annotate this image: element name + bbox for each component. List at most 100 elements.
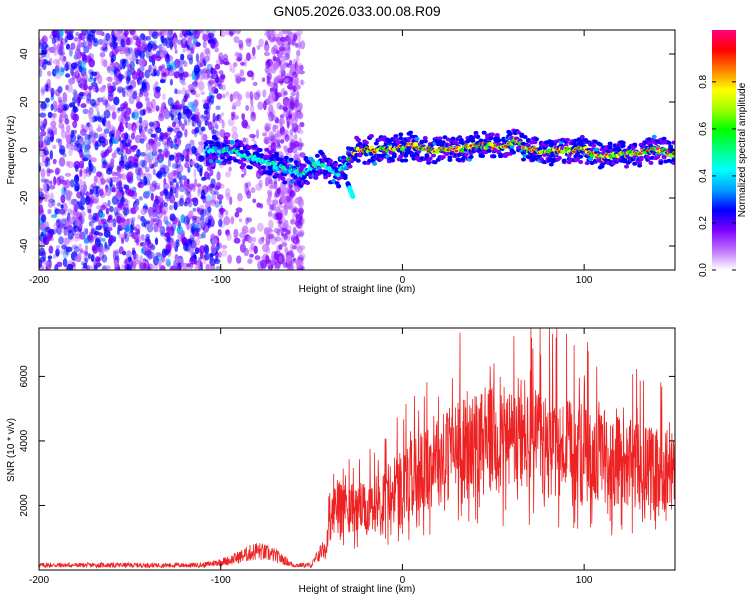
noise-speck — [90, 254, 95, 262]
noise-speck — [281, 40, 288, 48]
ridge-band — [393, 134, 399, 139]
noise-speck — [200, 220, 206, 228]
noise-speck — [148, 30, 153, 37]
noise-speck — [93, 132, 99, 139]
ridge-band — [583, 138, 589, 142]
noise-speck — [186, 147, 190, 157]
noise-speck — [118, 233, 126, 240]
noise-speck — [199, 209, 204, 217]
noise-speck — [161, 133, 168, 140]
noise-speck — [114, 33, 120, 38]
noise-speck — [235, 57, 242, 62]
noise-speck — [264, 123, 270, 130]
noise-speck — [178, 67, 184, 78]
noise-speck — [186, 108, 191, 114]
noise-speck — [201, 231, 206, 239]
noise-speck — [113, 96, 120, 106]
noise-speck — [194, 216, 201, 225]
noise-speck — [101, 254, 108, 263]
noise-speck — [55, 167, 60, 176]
noise-speck — [210, 199, 216, 205]
ridge-band — [303, 156, 309, 160]
ridge-mid — [413, 141, 418, 147]
noise-speck — [221, 244, 228, 249]
noise-speck — [246, 70, 254, 78]
noise-speck — [285, 254, 292, 262]
noise-speck — [113, 206, 119, 216]
noise-speck — [232, 92, 236, 100]
noise-speck — [164, 191, 172, 200]
noise-speck — [278, 244, 283, 251]
noise-speck — [58, 122, 65, 129]
ridge-band — [620, 140, 626, 145]
noise-speck — [71, 244, 78, 249]
noise-speck — [60, 68, 65, 73]
noise-speck — [137, 45, 142, 53]
noise-speck — [94, 141, 99, 151]
noise-speck — [266, 197, 272, 206]
noise-speck — [166, 61, 171, 68]
noise-speck — [93, 37, 98, 43]
noise-speck — [194, 79, 198, 88]
noise-speck — [155, 127, 162, 134]
noise-speck — [144, 126, 148, 132]
noise-speck — [65, 43, 71, 50]
noise-speck — [291, 38, 296, 46]
noise-speck — [198, 81, 205, 91]
noise-speck — [182, 48, 186, 53]
noise-speck — [146, 224, 154, 233]
noise-speck — [122, 250, 127, 256]
noise-speck — [186, 191, 192, 202]
noise-speck — [178, 120, 182, 127]
noise-speck — [137, 167, 143, 176]
noise-speck — [239, 243, 246, 253]
noise-speck — [200, 114, 206, 119]
noise-speck — [269, 184, 275, 190]
noise-speck — [54, 74, 62, 79]
noise-speck — [296, 84, 301, 90]
noise-speck — [265, 60, 271, 69]
noise-speck — [247, 258, 253, 265]
noise-speck — [253, 245, 258, 255]
ridge-band — [422, 136, 428, 140]
noise-speck — [112, 41, 118, 50]
noise-speck — [289, 118, 294, 126]
noise-speck — [171, 222, 176, 232]
noise-speck — [187, 101, 194, 109]
noise-speck — [106, 76, 111, 82]
noise-speck — [95, 212, 100, 222]
noise-speck — [227, 254, 233, 264]
snr-marks — [39, 328, 675, 569]
y-tick-label: -40 — [19, 238, 30, 253]
ridge-band — [229, 140, 235, 144]
ridge-band — [588, 157, 593, 162]
noise-speck — [294, 133, 298, 141]
noise-speck — [149, 183, 157, 192]
noise-speck — [216, 171, 221, 181]
noise-speck — [167, 157, 171, 168]
noise-speck — [129, 30, 136, 36]
noise-speck — [41, 154, 49, 164]
noise-speck — [39, 42, 44, 50]
noise-speck — [101, 96, 108, 106]
noise-speck — [62, 55, 67, 62]
noise-speck — [111, 187, 116, 193]
noise-speck — [127, 122, 133, 131]
noise-speck — [49, 180, 53, 185]
noise-speck — [215, 77, 220, 83]
noise-speck — [186, 263, 191, 268]
noise-speck — [84, 250, 89, 256]
noise-speck — [132, 111, 140, 120]
noise-speck — [268, 131, 275, 142]
noise-speck — [161, 72, 167, 77]
noise-speck — [75, 219, 82, 227]
noise-speck — [39, 140, 44, 149]
noise-speck — [139, 50, 146, 59]
ridge-band — [480, 154, 486, 158]
noise-speck — [51, 30, 58, 36]
noise-speck — [180, 154, 185, 162]
noise-speck — [163, 177, 167, 185]
ridge-band — [223, 135, 229, 140]
noise-speck — [65, 84, 69, 91]
ridge-band — [584, 161, 590, 166]
